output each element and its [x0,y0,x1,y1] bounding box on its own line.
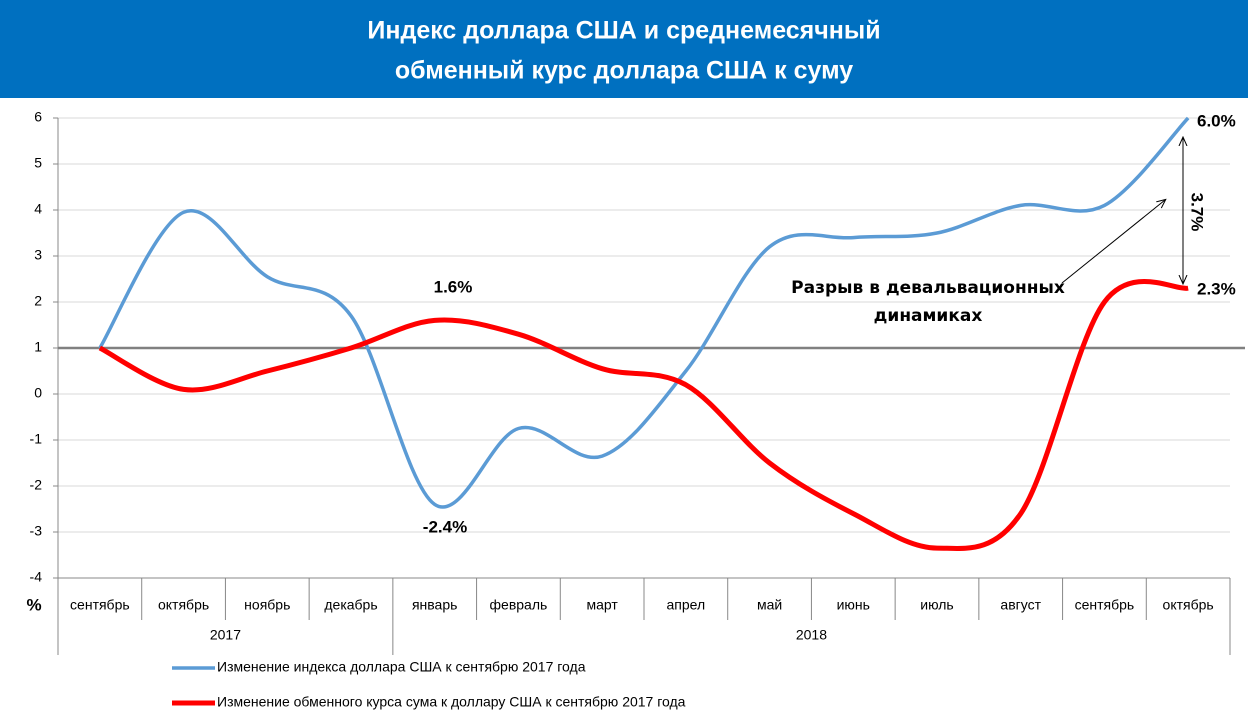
series-line [98,279,1189,551]
y-tick-label: 2 [34,293,42,309]
chart-title: обменный курс доллара США к суму [395,57,853,85]
x-tick-label: декабрь [324,597,377,613]
annotation: 2.3% [1197,279,1236,298]
y-tick-label: -1 [30,431,43,447]
legend-label: Изменение индекса доллара США к сентябрю… [217,659,586,675]
y-tick-label: 4 [34,201,42,217]
annotation: Разрыв в девальвационных [791,278,1065,298]
y-tick-label: -3 [30,523,43,539]
pointer-arrow [1061,200,1165,284]
x-tick-label: июль [920,597,953,613]
y-tick-label: 1 [34,339,42,355]
x-tick-label: май [757,597,782,613]
x-tick-label: сентябрь [70,597,130,613]
x-tick-label: февраль [490,597,548,613]
legend-label: Изменение обменного курса сума к доллару… [217,694,686,710]
x-tick-label: январь [412,597,457,613]
x-tick-label: октябрь [1163,597,1214,613]
title-banner [0,0,1248,98]
chart-title: Индекс доллара США и среднемесячный [367,17,880,45]
x-tick-label: август [1000,597,1041,613]
y-tick-label: -2 [30,477,43,493]
x-tick-label: март [586,597,618,613]
y-tick-label: 5 [34,155,42,171]
y-axis-label: % [26,595,41,614]
annotation: 3.7% [1188,193,1207,232]
y-tick-label: -4 [30,569,43,585]
annotation: -2.4% [423,517,467,536]
annotation: 1.6% [434,277,473,296]
year-label: 2017 [210,627,241,643]
x-tick-label: октябрь [158,597,209,613]
annotation: динамиках [874,306,983,326]
year-label: 2018 [796,627,827,643]
annotation: 6.0% [1197,111,1236,130]
y-tick-label: 3 [34,247,42,263]
x-tick-label: июнь [837,597,870,613]
y-tick-label: 0 [34,385,42,401]
x-tick-label: апрел [667,597,706,613]
x-tick-label: сентябрь [1075,597,1135,613]
y-tick-label: 6 [34,109,42,125]
x-tick-label: ноябрь [244,597,290,613]
series-line [98,116,1190,509]
